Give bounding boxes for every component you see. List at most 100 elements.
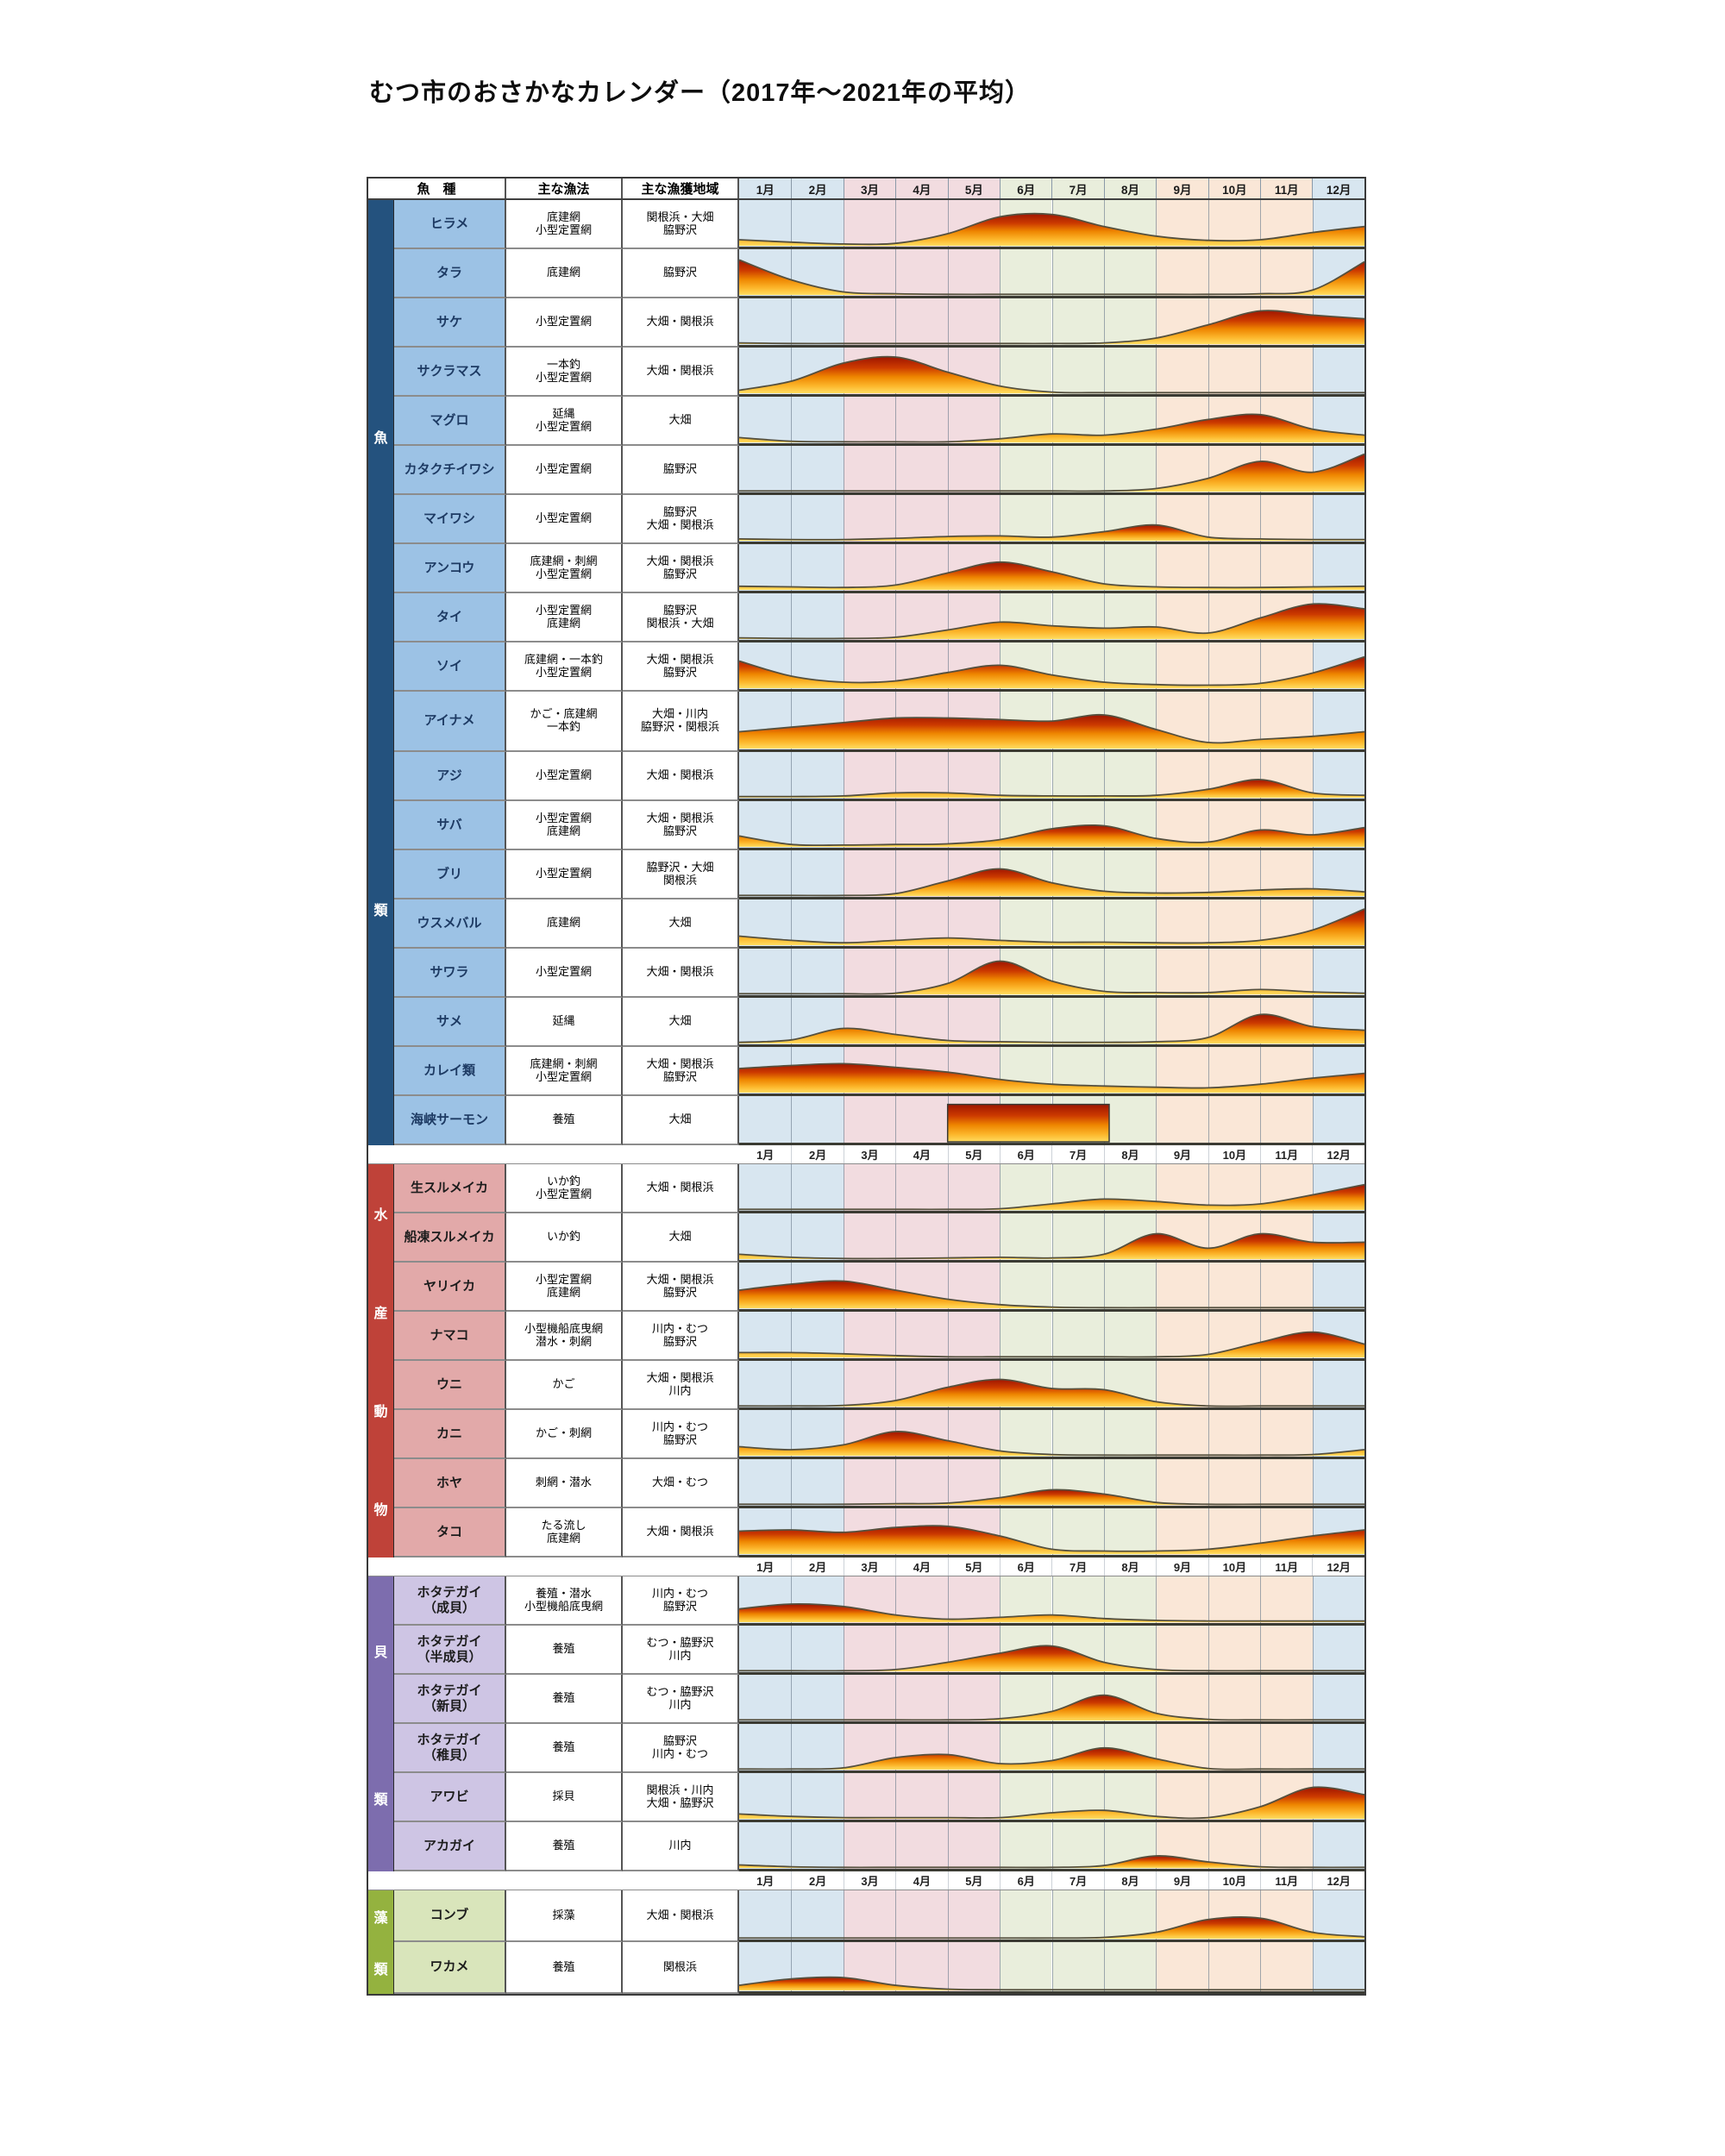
month-label: 5月 bbox=[947, 179, 1000, 198]
season-stripe bbox=[1000, 998, 1052, 1044]
catch-area-chart bbox=[739, 779, 1364, 798]
season-stripe bbox=[739, 446, 792, 492]
season-stripe bbox=[1260, 1576, 1313, 1623]
month-label: 1月 bbox=[756, 1149, 775, 1162]
area-cell: 川内・むつ 脇野沢 bbox=[623, 1312, 739, 1361]
chart-cell bbox=[739, 1890, 1364, 1942]
season-stripe bbox=[791, 1213, 844, 1260]
season-stripe bbox=[1260, 1724, 1313, 1771]
species-row: ソイ 底建網・一本釣 小型定置網 大畑・関根浜 脇野沢 bbox=[394, 642, 1364, 692]
chart-cell bbox=[739, 298, 1364, 348]
month-label: 9月 bbox=[1156, 1557, 1208, 1576]
season-stripe bbox=[1260, 1361, 1313, 1407]
season-stripe bbox=[791, 1890, 844, 1940]
season-stripe bbox=[1000, 249, 1052, 296]
season-stripe bbox=[1103, 1576, 1157, 1623]
season-stripe bbox=[1208, 1410, 1261, 1457]
species-cell: 生スルメイカ bbox=[394, 1164, 506, 1213]
month-label: 8月 bbox=[1103, 1871, 1156, 1890]
season-stripe bbox=[1000, 1773, 1052, 1820]
species-cell: アカガイ bbox=[394, 1822, 506, 1871]
month-label: 12月 bbox=[1312, 1871, 1364, 1890]
chart-cell bbox=[739, 1096, 1364, 1145]
season-stripe bbox=[843, 495, 896, 542]
species-row: ホタテガイ （半成貝） 養殖 むつ・脇野沢 川内 bbox=[394, 1626, 1364, 1675]
catch-area-chart bbox=[739, 561, 1364, 590]
month-label: 2月 bbox=[791, 1557, 843, 1576]
season-stripe bbox=[1312, 495, 1364, 542]
month-label: 12月 bbox=[1312, 179, 1364, 198]
catch-area-chart bbox=[739, 1062, 1364, 1093]
method-cell: かご bbox=[506, 1361, 623, 1410]
month-label: 3月 bbox=[843, 1557, 895, 1576]
season-stripe bbox=[843, 949, 896, 995]
season-stripe bbox=[895, 446, 948, 492]
species-row: アカガイ 養殖 川内 bbox=[394, 1822, 1364, 1871]
species-row: ウニ かご 大畑・関根浜 川内 bbox=[394, 1361, 1364, 1410]
season-stripe bbox=[1103, 752, 1157, 799]
method-cell: 底建網・刺網 小型定置網 bbox=[506, 1047, 623, 1096]
season-stripe bbox=[1103, 1312, 1157, 1358]
season-stripe bbox=[739, 1361, 792, 1407]
category-char: 魚 bbox=[373, 431, 388, 446]
species-cell: ホタテガイ （新貝） bbox=[394, 1675, 506, 1724]
season-stripe bbox=[791, 1459, 844, 1506]
season-stripe bbox=[1051, 998, 1104, 1044]
season-stripe bbox=[1208, 249, 1261, 296]
method-cell: 養殖 bbox=[506, 1096, 623, 1145]
season-stripe bbox=[895, 1459, 948, 1506]
season-stripe bbox=[791, 801, 844, 848]
catch-area-chart bbox=[739, 413, 1364, 443]
area-cell: 大畑・関根浜 脇野沢 bbox=[623, 801, 739, 850]
method-cell: 小型定置網 bbox=[506, 850, 623, 899]
species-row: ホタテガイ （成貝） 養殖・潜水 小型機船底曳網 川内・むつ 脇野沢 bbox=[394, 1576, 1364, 1626]
month-label: 6月 bbox=[1000, 1871, 1051, 1890]
season-stripe bbox=[1208, 850, 1261, 897]
season-stripe bbox=[947, 1675, 1000, 1721]
season-stripe bbox=[1103, 949, 1157, 995]
month-label: 10月 bbox=[1208, 1557, 1260, 1576]
season-stripe bbox=[1051, 1213, 1104, 1260]
season-stripe bbox=[1156, 249, 1208, 296]
species-cell: タイ bbox=[394, 593, 506, 642]
chart-cell bbox=[739, 899, 1364, 949]
section-1: 魚類ヒラメ 底建網 小型定置網 関根浜・大畑 脇野沢 タラ 底建網 脇野沢 サケ 小型定置網大… bbox=[368, 200, 1364, 1145]
season-stripe bbox=[1156, 1626, 1208, 1672]
season-stripe bbox=[843, 1361, 896, 1407]
chart-cell bbox=[739, 1576, 1364, 1626]
season-stripe bbox=[1260, 495, 1313, 542]
season-stripe bbox=[1103, 249, 1157, 296]
section-4: 藻類コンブ 採藻 大畑・関根浜 ワカメ 養殖 関根浜 bbox=[368, 1890, 1364, 1994]
month-label: 12月 bbox=[1312, 1145, 1364, 1163]
catch-area-chart bbox=[739, 1489, 1364, 1506]
season-stripe bbox=[1208, 1822, 1261, 1869]
season-stripe bbox=[1312, 1361, 1364, 1407]
species-row: カレイ類 底建網・刺網 小型定置網 大畑・関根浜 脇野沢 bbox=[394, 1047, 1364, 1096]
method-cell: 養殖 bbox=[506, 1942, 623, 1994]
method-cell: 一本釣 小型定置網 bbox=[506, 348, 623, 397]
season-stripe bbox=[1312, 1096, 1364, 1143]
season-stripe bbox=[1051, 1410, 1104, 1457]
month-label: 5月 bbox=[947, 1871, 1000, 1890]
season-stripe bbox=[1103, 850, 1157, 897]
separator-spacer bbox=[368, 1871, 739, 1890]
season-stripe bbox=[843, 200, 896, 247]
season-stripe bbox=[1156, 1096, 1208, 1143]
season-stripe bbox=[739, 1890, 792, 1940]
area-cell: 脇野沢・大畑 関根浜 bbox=[623, 850, 739, 899]
month-label: 8月 bbox=[1103, 1557, 1156, 1576]
season-stripe bbox=[791, 298, 844, 345]
month-label: 4月 bbox=[895, 1145, 947, 1163]
season-stripe bbox=[739, 1724, 792, 1771]
season-stripe bbox=[1103, 998, 1157, 1044]
season-stripe bbox=[1156, 1410, 1208, 1457]
species-cell: ヤリイカ bbox=[394, 1263, 506, 1312]
section-category-label: 水産動物 bbox=[368, 1164, 394, 1557]
season-stripe bbox=[739, 998, 792, 1044]
season-stripe bbox=[1051, 1890, 1104, 1940]
season-stripe bbox=[1103, 642, 1157, 689]
season-stripe bbox=[791, 446, 844, 492]
season-stripe bbox=[947, 249, 1000, 296]
chart-cell bbox=[739, 544, 1364, 593]
method-cell: 小型定置網 bbox=[506, 446, 623, 495]
